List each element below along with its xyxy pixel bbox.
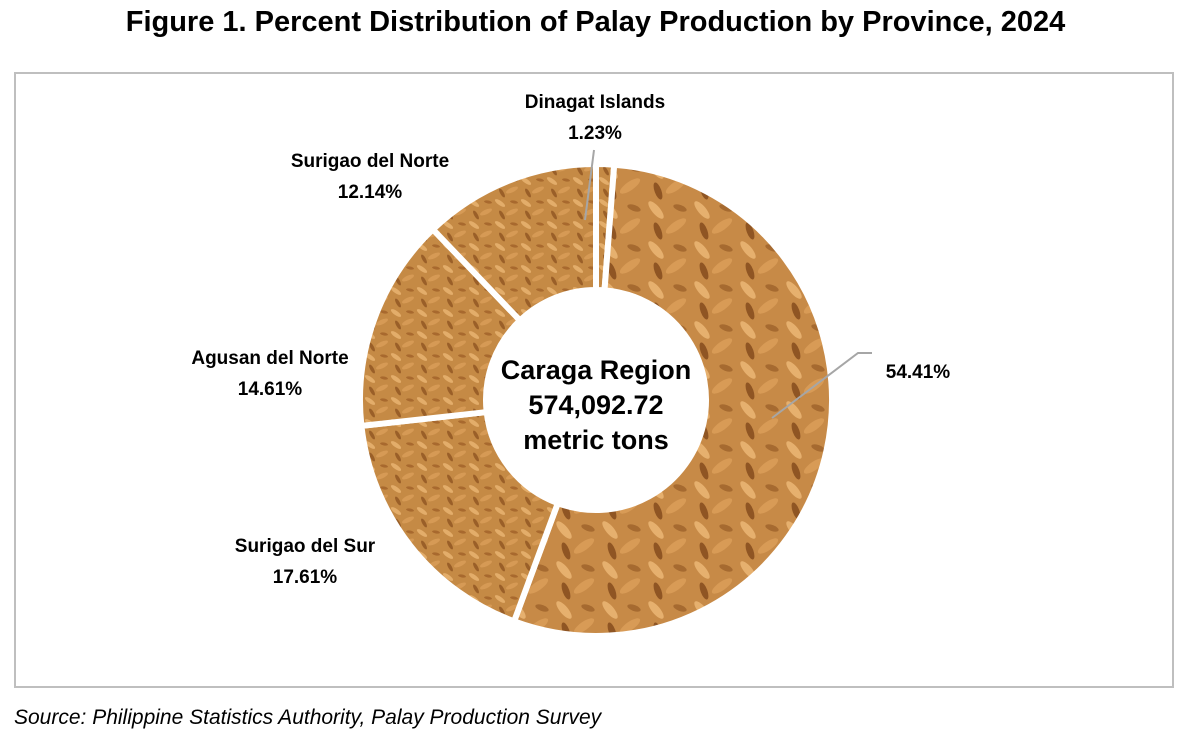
slice-labels: Dinagat Islands 1.23% 54.41% Surigao del Su… — [191, 92, 950, 588]
center-label-line2: 574,092.72 — [528, 390, 663, 420]
slice-name-label: Surigao del Sur — [235, 536, 376, 557]
donut-slice-caraga-main — [511, 161, 835, 639]
center-label-line3: metric tons — [523, 425, 669, 455]
center-label-line1: Caraga Region — [501, 355, 692, 385]
leader-line — [771, 352, 872, 419]
leader-line — [584, 149, 595, 221]
leader-lines — [584, 149, 872, 419]
chart-title: Figure 1. Percent Distribution of Palay … — [125, 6, 1066, 38]
donut-slices — [357, 161, 835, 639]
slice-value-label: 12.14% — [338, 182, 403, 203]
donut-slice-agusan-del-norte — [357, 226, 523, 429]
donut-slice-surigao-del-sur — [358, 409, 561, 625]
slice-value-label: 1.23% — [568, 123, 622, 144]
slice-value-label: 14.61% — [238, 379, 303, 400]
source-note: Source: Philippine Statistics Authority,… — [14, 706, 602, 729]
slice-name-label: Agusan del Norte — [191, 348, 348, 369]
slice-name-label: Dinagat Islands — [525, 92, 665, 113]
slice-value-label: 17.61% — [273, 567, 338, 588]
slice-name-label: Surigao del Norte — [291, 151, 449, 172]
donut-slice-surigao-del-norte — [429, 161, 599, 324]
slice-value-label: 54.41% — [886, 362, 951, 383]
